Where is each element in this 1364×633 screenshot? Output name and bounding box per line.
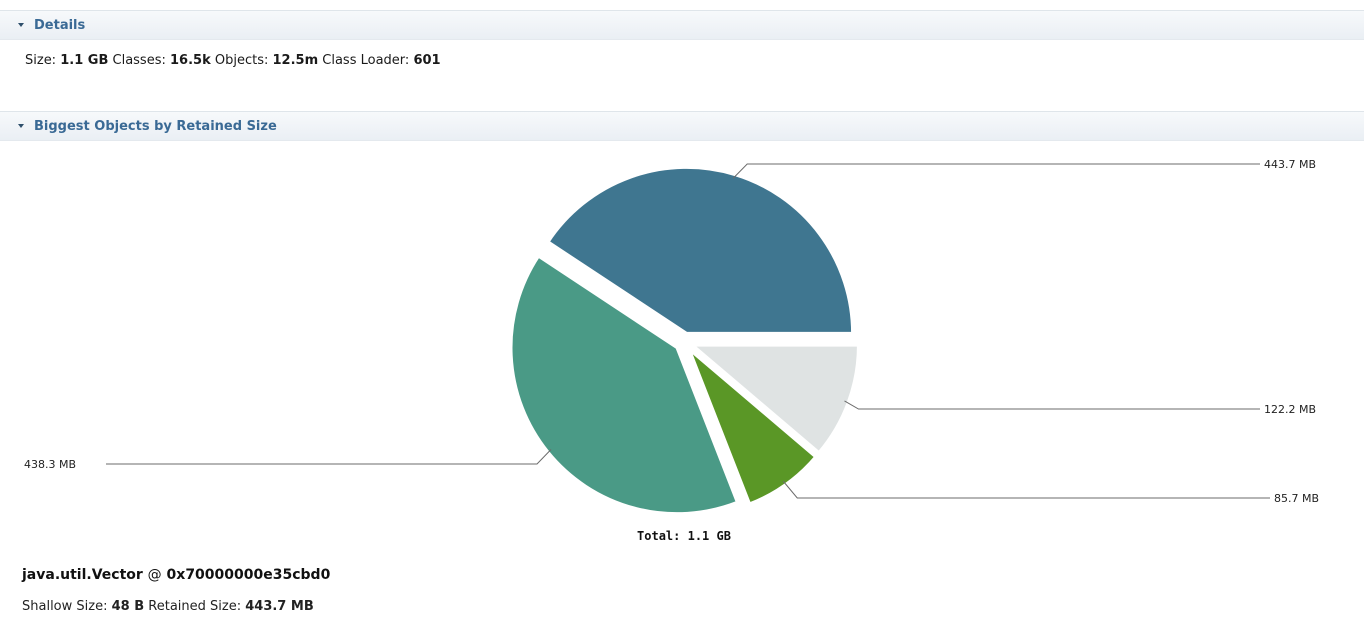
selected-object-address: 0x70000000e35cbd0 (166, 567, 331, 583)
slice-value-label-2: 85.7 MB (1274, 492, 1319, 505)
collapse-triangle-icon[interactable] (18, 124, 24, 128)
objects-value: 12.5m (272, 53, 319, 68)
leader-line-3 (106, 449, 552, 465)
details-section-title: Details (34, 17, 86, 33)
pie-chart-svg: 122.2 MB 85.7 MB 438.3 MB 443.7 MB Total: 1… (24, 158, 1319, 543)
retained-size-pie-chart: 122.2 MB 85.7 MB 438.3 MB 443.7 MB Total: 1… (0, 142, 1364, 552)
retained-size-label: Retained Size: (148, 599, 242, 614)
classes-label: Classes: (112, 53, 166, 68)
slice-value-label-1: 122.2 MB (1264, 403, 1316, 416)
pie-total-label: Total: 1.1 GB (637, 529, 731, 543)
pie-slice-0[interactable] (545, 165, 855, 335)
slice-value-label-0: 443.7 MB (1264, 158, 1316, 171)
leader-line-2 (782, 480, 1270, 499)
leader-line-1 (844, 400, 1260, 410)
slice-value-label-3: 438.3 MB (24, 458, 76, 471)
selected-object-class: java.util.Vector (22, 567, 143, 583)
selected-object-sizes: Shallow Size: 48 B Retained Size: 443.7 … (22, 599, 314, 614)
objects-label: Objects: (214, 53, 269, 68)
classes-value: 16.5k (170, 53, 211, 68)
size-value: 1.1 GB (60, 53, 109, 68)
selected-object-title: java.util.Vector @ 0x70000000e35cbd0 (22, 567, 330, 583)
at-symbol: @ (147, 567, 162, 583)
details-section-header[interactable]: Details (0, 10, 1364, 40)
leader-line-0 (732, 163, 1260, 179)
biggest-objects-section-header[interactable]: Biggest Objects by Retained Size (0, 111, 1364, 141)
size-label: Size: (25, 53, 57, 68)
details-summary: Size: 1.1 GB Classes: 16.5k Objects: 12.… (25, 53, 441, 68)
class-loader-value: 601 (413, 53, 441, 68)
shallow-size-value: 48 B (111, 599, 145, 614)
pie-slice-1[interactable] (688, 343, 860, 455)
class-loader-label: Class Loader: (322, 53, 410, 68)
collapse-triangle-icon[interactable] (18, 23, 24, 27)
biggest-objects-section-title: Biggest Objects by Retained Size (34, 118, 277, 134)
shallow-size-label: Shallow Size: (22, 599, 108, 614)
retained-size-value: 443.7 MB (245, 599, 314, 614)
